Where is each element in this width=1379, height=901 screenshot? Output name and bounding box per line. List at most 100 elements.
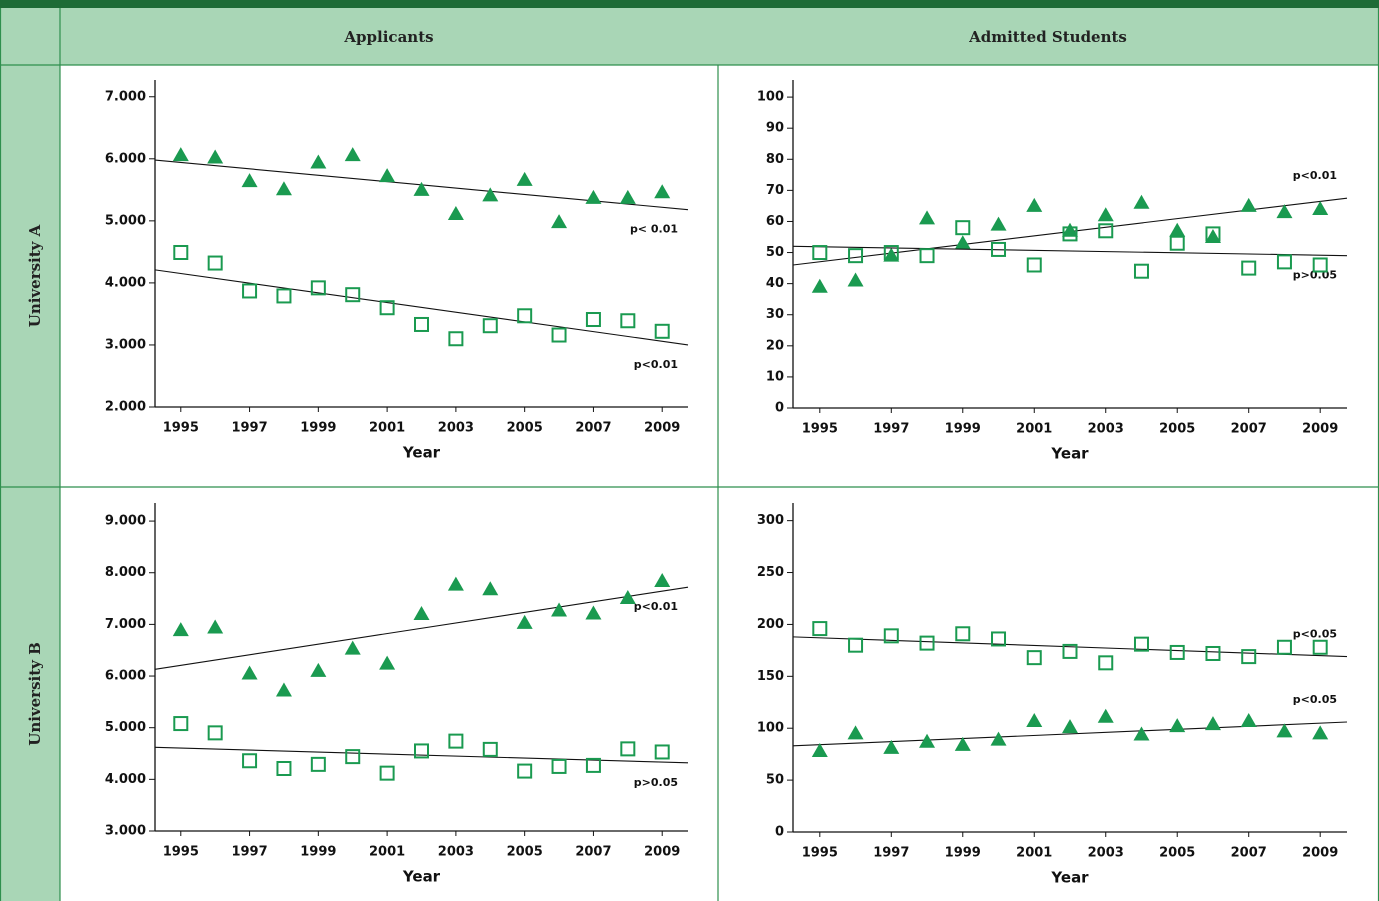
triangle-marker bbox=[551, 602, 568, 617]
triangle-marker bbox=[811, 278, 828, 293]
square-marker bbox=[551, 758, 567, 774]
triangle-marker bbox=[344, 147, 361, 162]
x-tick-label: 2001 bbox=[1016, 846, 1052, 861]
triangle-marker bbox=[275, 181, 292, 196]
square-marker bbox=[448, 733, 464, 749]
x-tick-label: 2001 bbox=[1016, 422, 1052, 437]
triangle-marker bbox=[1097, 708, 1114, 723]
triangle-marker bbox=[1026, 197, 1043, 212]
square-marker bbox=[654, 323, 670, 339]
x-axis-label: Year bbox=[402, 868, 441, 886]
triangle-marker bbox=[1240, 712, 1257, 727]
y-tick-label: 20 bbox=[766, 338, 784, 353]
square-marker bbox=[1026, 257, 1042, 273]
triangle-marker bbox=[516, 614, 533, 629]
square-marker bbox=[1205, 645, 1221, 661]
trend-line bbox=[792, 245, 1348, 257]
square-marker bbox=[991, 241, 1007, 257]
y-tick-label: 3.000 bbox=[105, 824, 146, 839]
p-value-annotation: p<0.01 bbox=[634, 358, 678, 371]
x-tick-label: 2003 bbox=[438, 845, 474, 860]
triangle-marker bbox=[1026, 712, 1043, 727]
trend-line bbox=[154, 586, 689, 670]
triangle-marker bbox=[811, 743, 828, 758]
y-tick-label: 6.000 bbox=[105, 669, 146, 684]
square-marker bbox=[883, 628, 899, 644]
x-tick-label: 2001 bbox=[369, 845, 405, 860]
y-tick-label: 7.000 bbox=[105, 89, 146, 104]
square-marker bbox=[1312, 639, 1328, 655]
y-tick-label: 200 bbox=[757, 617, 784, 632]
triangle-marker bbox=[447, 206, 464, 221]
triangle-marker bbox=[1133, 194, 1150, 209]
x-tick-label: 2007 bbox=[575, 845, 611, 860]
triangle-marker bbox=[310, 154, 327, 169]
triangle-marker bbox=[1204, 716, 1221, 731]
square-marker bbox=[848, 637, 864, 653]
square-marker bbox=[1205, 226, 1221, 242]
x-tick-label: 2005 bbox=[507, 421, 543, 436]
triangle-marker bbox=[585, 189, 602, 204]
p-value-annotation: p<0.05 bbox=[1293, 693, 1337, 706]
top-bar bbox=[0, 0, 1379, 8]
p-value-annotation: p<0.01 bbox=[1293, 169, 1337, 182]
square-marker bbox=[414, 316, 429, 332]
cell-borders bbox=[0, 8, 1379, 901]
trend-line bbox=[154, 746, 689, 764]
triangle-marker bbox=[619, 189, 636, 204]
square-marker bbox=[1312, 257, 1328, 273]
square-marker bbox=[919, 248, 935, 264]
triangle-marker bbox=[847, 272, 864, 287]
square-marker bbox=[585, 312, 601, 328]
triangle-marker bbox=[241, 665, 258, 680]
triangle-marker bbox=[172, 622, 189, 637]
triangle-marker bbox=[551, 214, 568, 229]
triangle-marker bbox=[990, 216, 1007, 231]
square-marker bbox=[242, 753, 258, 769]
x-tick-label: 1995 bbox=[802, 422, 838, 437]
square-marker bbox=[620, 741, 636, 757]
x-tick-label: 1997 bbox=[873, 422, 909, 437]
triangle-marker bbox=[954, 235, 971, 250]
square-marker bbox=[173, 716, 189, 732]
triangle-marker bbox=[1240, 197, 1257, 212]
y-tick-label: 100 bbox=[757, 90, 784, 105]
x-axis-label: Year bbox=[1050, 445, 1089, 463]
square-marker bbox=[1098, 655, 1114, 671]
triangle-marker bbox=[379, 655, 396, 670]
x-tick-label: 1999 bbox=[945, 846, 981, 861]
x-tick-label: 1995 bbox=[802, 846, 838, 861]
triangle-marker bbox=[919, 733, 936, 748]
y-tick-label: 70 bbox=[766, 183, 784, 198]
triangle-marker bbox=[275, 682, 292, 697]
triangle-marker bbox=[447, 576, 464, 591]
square-marker bbox=[482, 318, 498, 334]
column-header: Applicants bbox=[343, 28, 433, 46]
x-axis-label: Year bbox=[402, 444, 441, 462]
triangle-marker bbox=[1062, 719, 1078, 734]
y-tick-label: 100 bbox=[757, 721, 784, 736]
x-tick-label: 2003 bbox=[438, 421, 474, 436]
square-marker bbox=[551, 327, 567, 343]
square-marker bbox=[620, 313, 636, 329]
row-header: University B bbox=[26, 642, 44, 746]
triangle-marker bbox=[172, 147, 189, 162]
x-tick-label: 2009 bbox=[644, 845, 680, 860]
x-tick-label: 2005 bbox=[507, 845, 543, 860]
x-tick-label: 1997 bbox=[231, 421, 267, 436]
square-marker bbox=[955, 626, 971, 642]
y-tick-label: 50 bbox=[766, 773, 784, 788]
x-tick-label: 2009 bbox=[644, 421, 680, 436]
triangle-marker bbox=[1062, 222, 1078, 237]
square-marker bbox=[1062, 226, 1078, 242]
triangle-marker bbox=[654, 184, 671, 199]
y-tick-label: 0 bbox=[775, 401, 784, 416]
y-tick-label: 60 bbox=[766, 214, 784, 229]
triangle-marker bbox=[241, 173, 258, 188]
square-marker bbox=[379, 765, 395, 781]
triangle-marker bbox=[1312, 725, 1329, 740]
square-marker bbox=[207, 725, 223, 741]
square-marker bbox=[654, 744, 670, 760]
x-tick-label: 1995 bbox=[163, 845, 199, 860]
x-tick-label: 2005 bbox=[1159, 846, 1195, 861]
